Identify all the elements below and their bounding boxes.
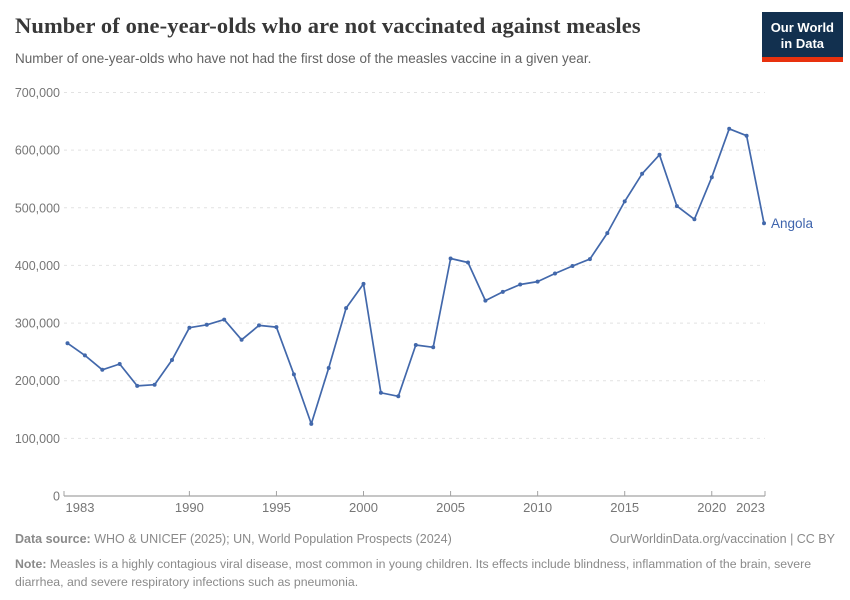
x-tick-label: 2005 (436, 500, 465, 515)
data-point (413, 343, 418, 347)
y-tick-label: 300,000 (15, 317, 60, 331)
y-tick-label: 0 (53, 490, 60, 504)
data-point (622, 199, 627, 204)
data-point (674, 204, 679, 209)
data-point (727, 126, 732, 131)
note-text: Measles is a highly contagious viral dis… (15, 556, 812, 590)
data-point (570, 264, 575, 268)
y-tick-label: 600,000 (15, 144, 60, 158)
data-point (640, 171, 645, 176)
data-source-text: WHO & UNICEF (2025); UN, World Populatio… (94, 532, 452, 546)
data-point (117, 362, 122, 366)
x-tick-label: 2023 (736, 500, 765, 515)
y-tick-label: 100,000 (15, 432, 60, 446)
data-point (518, 282, 523, 287)
data-point (605, 231, 610, 236)
data-point (239, 337, 244, 342)
data-point (535, 279, 540, 284)
x-tick-label: 1990 (175, 500, 204, 515)
owid-logo[interactable]: Our World in Data (761, 12, 843, 62)
data-point (500, 289, 505, 294)
series-line (66, 127, 765, 425)
page-title: Number of one-year-olds who are not vacc… (15, 13, 641, 38)
data-point (744, 133, 749, 138)
data-point (344, 306, 349, 311)
data-point (274, 325, 279, 330)
data-point (709, 175, 714, 180)
note-label: Note: (15, 556, 47, 571)
owid-logo-line2: in Data (780, 35, 825, 51)
data-point (100, 367, 105, 372)
data-point (657, 152, 662, 157)
data-point (170, 358, 174, 362)
data-point (222, 317, 227, 322)
data-point (326, 366, 331, 370)
data-point (553, 271, 557, 276)
data-point (187, 325, 192, 330)
data-point (82, 353, 87, 358)
x-tick-label: 2000 (349, 500, 378, 515)
chart-footer: Data source: WHO & UNICEF (2025); UN, Wo… (15, 531, 835, 592)
y-tick-label: 700,000 (15, 86, 60, 100)
y-tick-label: 400,000 (15, 259, 60, 273)
line-chart[interactable]: 0 100,000 200,000 300,000 400,000 500,000 600,… (0, 0, 850, 528)
x-tick-label: 2010 (523, 500, 552, 515)
data-point (448, 256, 453, 261)
data-point (483, 298, 488, 303)
data-point (65, 341, 70, 346)
x-tick-label: 1983 (66, 500, 95, 515)
data-source: Data source: WHO & UNICEF (2025); UN, Wo… (15, 531, 452, 548)
data-point (762, 221, 766, 226)
x-tick-label: 2020 (697, 500, 726, 515)
data-point (291, 372, 296, 377)
x-tick-label: 2015 (610, 500, 639, 515)
chart-note: Note: Measles is a highly contagious vir… (15, 555, 835, 592)
data-point (361, 281, 366, 286)
entity-label: Angola (771, 216, 814, 231)
data-point (135, 383, 140, 388)
x-tick-label: 1995 (262, 500, 291, 515)
data-point (692, 217, 697, 222)
data-point (257, 323, 261, 328)
data-point (152, 382, 157, 387)
data-point (204, 322, 209, 327)
data-point (587, 257, 592, 262)
data-source-label: Data source: (15, 532, 91, 546)
y-tick-label: 200,000 (15, 374, 60, 388)
owid-logo-line1: Our World (770, 20, 834, 35)
y-tick-label: 500,000 (15, 201, 60, 215)
data-point (431, 345, 436, 350)
data-point (466, 260, 470, 265)
data-point (378, 390, 383, 395)
data-point (396, 394, 401, 399)
page-subtitle: Number of one-year-olds who have not had… (15, 51, 592, 66)
credit-link[interactable]: OurWorldinData.org/vaccination | CC BY (609, 532, 835, 546)
data-point (309, 421, 314, 426)
